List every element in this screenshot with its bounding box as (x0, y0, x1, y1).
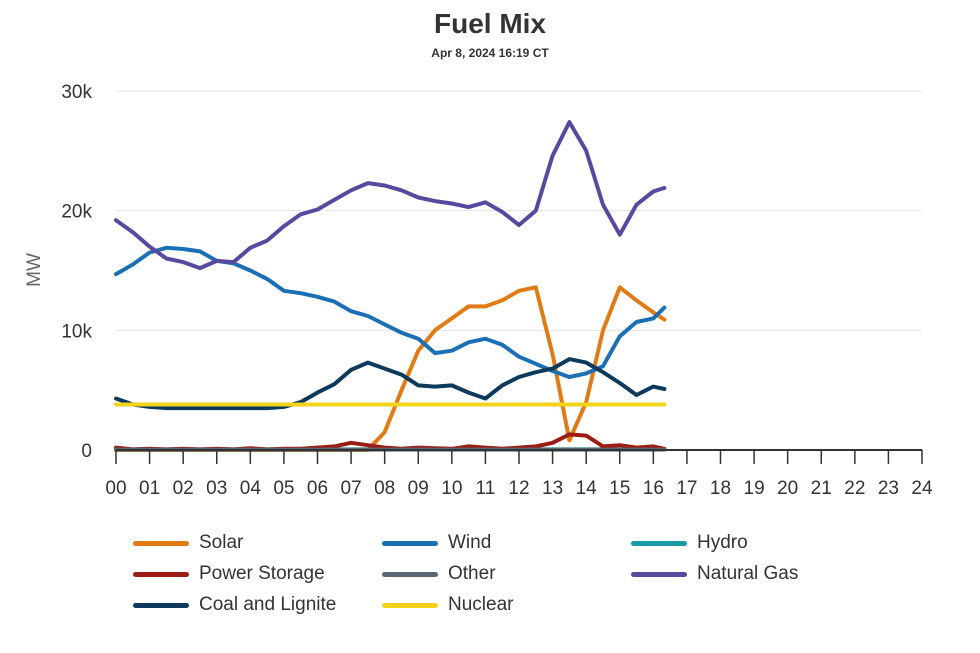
x-axis: 00 01 02 03 04 05 06 07 08 09 10 11 12 13 14 15 16 17 18 19… (105, 449, 933, 499)
x-tick-label: 08 (374, 478, 395, 499)
legend-item-natural-gas[interactable]: Natural Gas (631, 563, 798, 585)
chart-subtitle: Apr 8, 2024 16:19 CT (431, 46, 549, 60)
legend-label: Nuclear (448, 594, 514, 615)
y-tick-label: 30k (61, 82, 92, 103)
x-tick-label: 01 (139, 478, 160, 499)
legend-item-coal-and-lignite[interactable]: Coal and Lignite (133, 594, 336, 616)
legend-swatch (382, 540, 438, 546)
y-tick-label: 20k (61, 202, 92, 223)
x-tick-label: 06 (307, 478, 328, 499)
legend-label: Wind (448, 532, 492, 553)
legend-swatch (133, 602, 189, 608)
x-tick-label: 21 (811, 478, 832, 499)
series-line-coal-and-lignite (114, 357, 667, 411)
legend-swatch (382, 602, 438, 608)
legend-label: Coal and Lignite (199, 594, 337, 615)
y-tick-labels: 0 10k 20k 30k (61, 82, 92, 462)
legend-label: Natural Gas (697, 563, 799, 584)
x-tick-label: 07 (341, 478, 362, 499)
y-tick-label: 10k (61, 321, 92, 342)
series-line-power-storage (114, 432, 667, 452)
x-tick-label: 15 (609, 478, 630, 499)
x-tick-label: 02 (173, 478, 194, 499)
legend-item-other[interactable]: Other (382, 563, 496, 585)
x-tick-label: 11 (476, 478, 496, 499)
x-tick-label: 16 (643, 478, 664, 499)
legend-swatch (133, 571, 189, 577)
legend-item-solar[interactable]: Solar (133, 532, 243, 554)
legend-label: Hydro (697, 532, 748, 553)
legend-swatch (631, 571, 687, 577)
legend-swatch (382, 571, 438, 577)
x-tick-label: 14 (576, 478, 598, 499)
legend-label: Solar (199, 532, 244, 553)
x-tick-label: 24 (911, 478, 933, 499)
x-tick-label: 04 (240, 478, 262, 499)
series-line-natural-gas (114, 120, 667, 271)
legend-swatch (133, 540, 189, 546)
x-tick-label: 09 (408, 478, 429, 499)
x-tick-label: 12 (508, 478, 529, 499)
legend-item-hydro[interactable]: Hydro (631, 532, 748, 554)
series-line-wind (114, 245, 667, 379)
legend-label: Power Storage (199, 563, 325, 584)
x-tick-label: 23 (878, 478, 899, 499)
legend-item-power-storage[interactable]: Power Storage (133, 563, 325, 585)
legend-item-nuclear[interactable]: Nuclear (382, 594, 513, 616)
x-tick-label: 18 (710, 478, 731, 499)
legend-swatch (631, 540, 687, 546)
x-tick-label: 17 (676, 478, 697, 499)
y-axis-label: MW (24, 253, 45, 287)
x-tick-label: 05 (273, 478, 294, 499)
legend-item-wind[interactable]: Wind (382, 532, 491, 554)
x-tick-label: 22 (844, 478, 865, 499)
chart-title: Fuel Mix (433, 8, 546, 39)
grid-lines (116, 90, 922, 331)
x-tick-label: 10 (441, 478, 462, 499)
y-tick-label: 0 (81, 441, 92, 462)
x-tick-label: 03 (206, 478, 227, 499)
x-tick-label: 20 (777, 478, 798, 499)
x-tick-label: 19 (744, 478, 765, 499)
series-lines (114, 120, 667, 452)
x-tick-label: 13 (542, 478, 563, 499)
x-tick-label: 00 (105, 478, 126, 499)
legend-label: Other (448, 563, 496, 584)
